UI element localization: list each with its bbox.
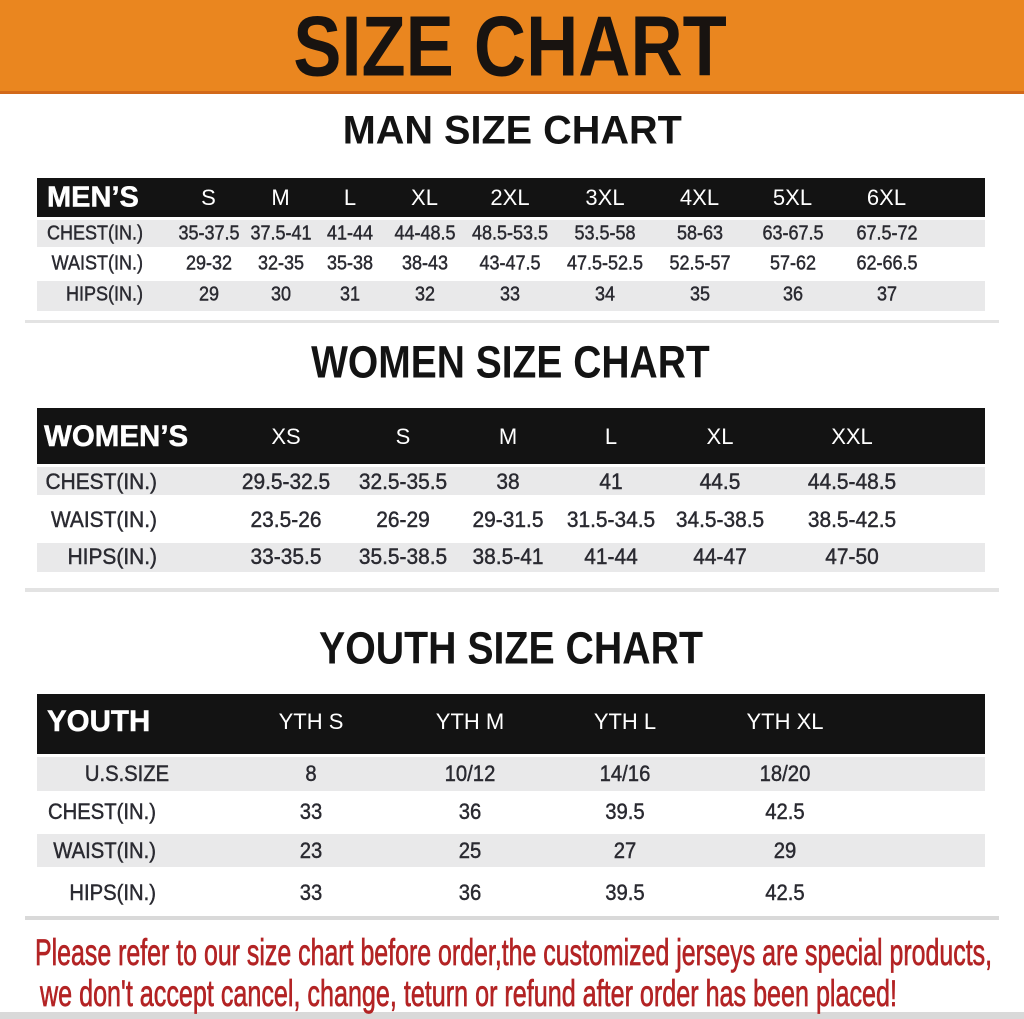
svg-text:Please refer to our size chart: Please refer to our size chart before or…	[35, 932, 992, 973]
svg-text:we don't accept cancel, change: we don't accept cancel, change, teturn o…	[39, 973, 897, 1014]
svg-text:SIZE CHART: SIZE CHART	[293, 0, 727, 95]
svg-text:MAN SIZE CHART: MAN SIZE CHART	[343, 109, 682, 153]
svg-text:WOMEN SIZE CHART: WOMEN SIZE CHART	[311, 337, 710, 388]
svg-text:YOUTH SIZE CHART: YOUTH SIZE CHART	[319, 622, 703, 673]
